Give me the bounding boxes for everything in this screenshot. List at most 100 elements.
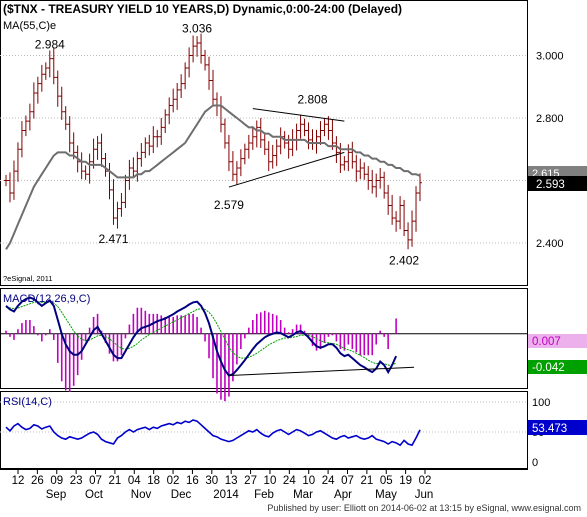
price-annotation-label: 2.471 [98, 232, 128, 246]
ma55-line [5, 104, 421, 250]
x-day-tick-label: 16 [186, 475, 199, 487]
x-month-label: May [375, 489, 397, 501]
x-day-tick-label: 02 [167, 475, 180, 487]
price-bar [226, 134, 231, 172]
price-bar [167, 97, 172, 125]
price-bar [258, 118, 263, 148]
price-bar [99, 133, 104, 167]
price-bar [378, 168, 383, 189]
price-bar [27, 103, 32, 131]
price-bar [187, 47, 192, 78]
rsi-line [5, 419, 421, 447]
price-bar [418, 173, 422, 202]
x-month-label: Dec [171, 489, 192, 501]
price-bar [23, 115, 28, 137]
signal-value-label: -0.042 [532, 362, 565, 374]
rsi-panel-frame [0, 391, 528, 469]
price-bar [330, 119, 335, 150]
publish-credit: Published by user: Elliott on 2014-06-02… [267, 503, 581, 513]
price-bar [139, 143, 144, 167]
x-month-label: Nov [131, 489, 152, 501]
x-day-tick-label: 02 [419, 475, 432, 487]
price-bar [242, 143, 247, 165]
price-bar [222, 118, 227, 149]
price-bar [103, 153, 108, 177]
price-bar [203, 49, 208, 71]
x-day-tick-label: 30 [205, 475, 218, 487]
ma-value-box [528, 166, 587, 179]
price-bar [382, 171, 387, 199]
ma-legend: MA(55,C)e [3, 20, 56, 32]
price-bar [171, 88, 176, 113]
price-bar [7, 172, 12, 203]
chart-title: ($TNX - TREASURY YIELD 10 YEARS,D) Dynam… [3, 2, 402, 16]
price-bar [83, 165, 88, 180]
price-bar [115, 201, 120, 229]
signal-value-box [528, 360, 587, 374]
rsi-value-box [528, 420, 587, 435]
chart-canvas: 3.0002.8002.6002.4002.9843.0362.8082.471… [0, 0, 587, 501]
price-bar [398, 196, 403, 230]
x-day-tick-label: 10 [264, 475, 277, 487]
price-bar [67, 116, 72, 153]
x-day-tick-label: 18 [147, 475, 160, 487]
price-bar [342, 156, 347, 171]
price-bar [402, 199, 407, 237]
price-bar [266, 141, 271, 172]
price-annotation-label: 3.036 [182, 21, 212, 35]
price-bar [43, 62, 48, 80]
price-bar [35, 76, 40, 104]
price-bar [155, 129, 160, 148]
price-annotation-label: 2.579 [214, 198, 244, 212]
price-bar [298, 114, 303, 139]
x-month-label: Feb [254, 489, 274, 501]
price-bar [91, 138, 96, 169]
price-bar [211, 69, 215, 107]
price-bar [322, 118, 327, 137]
price-bar [410, 210, 415, 247]
last-price-box [528, 176, 587, 191]
price-bar [111, 179, 116, 225]
price-bar [127, 159, 132, 190]
price-trendline [228, 151, 345, 188]
last-price-label: 2.593 [536, 179, 565, 191]
price-bar [238, 149, 243, 177]
x-day-tick-label: 27 [244, 475, 257, 487]
price-bar [183, 62, 188, 90]
x-month-label: Oct [85, 489, 104, 501]
price-bar [135, 151, 140, 182]
price-bar [151, 126, 156, 153]
price-bar [362, 162, 367, 180]
histogram-value-box [528, 334, 587, 348]
price-bar [123, 174, 128, 208]
x-day-tick-label: 12 [12, 475, 25, 487]
footer: Published by user: Elliott on 2014-06-02… [0, 502, 587, 517]
price-bar [87, 153, 92, 184]
price-bar [354, 154, 359, 182]
histogram-value-label: 0.007 [532, 336, 561, 348]
price-panel-frame [0, 0, 528, 286]
price-bar [47, 50, 52, 78]
price-bar [195, 36, 200, 57]
price-bar [59, 86, 64, 120]
price-bar [175, 83, 180, 110]
price-bar [4, 174, 8, 187]
price-bar [302, 118, 307, 137]
price-bar [234, 161, 239, 185]
price-bar [63, 106, 68, 130]
price-bar [31, 82, 36, 119]
x-month-label: Jun [415, 489, 434, 501]
x-day-tick-label: 23 [70, 475, 83, 487]
price-bar [143, 137, 148, 158]
rsi-y-tick-label: 0 [532, 457, 538, 469]
x-day-tick-label: 09 [50, 475, 63, 487]
price-trendline [252, 108, 345, 122]
price-bar [254, 120, 259, 148]
price-bar [394, 211, 399, 232]
price-y-tick-label: 3.000 [536, 51, 564, 63]
x-month-label: 2014 [213, 489, 239, 501]
rsi-y-tick-label: 100 [532, 397, 550, 409]
price-bar [270, 144, 275, 169]
price-bar [246, 134, 251, 159]
price-bar [39, 64, 44, 92]
